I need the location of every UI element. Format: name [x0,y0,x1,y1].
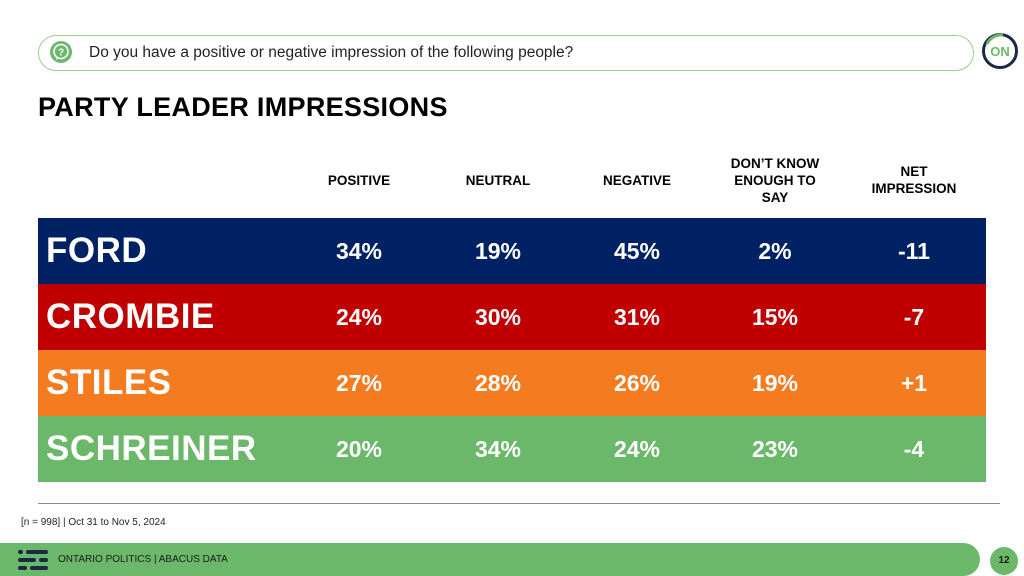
ontario-logo-icon: ON [982,33,1018,69]
table-cell: +1 [900,370,928,396]
row-leader-name: FORD [46,231,148,270]
footer-bar [0,543,980,576]
table-cell: 45% [613,238,661,264]
table-cell: 24% [335,304,383,330]
table-cell: 31% [613,304,661,330]
table-cell: 34% [335,238,383,264]
column-header: NEGATIVE [567,172,707,189]
table-row: SCHREINER 20% 34% 24% 23% -4 [38,416,986,482]
column-header-line: POSITIVE [327,173,391,188]
table-cell: 20% [335,436,383,462]
column-header-line: NET [900,164,928,179]
page-number: 12 [990,547,1018,575]
row-leader-name: CROMBIE [46,297,215,336]
table-cell: 19% [751,370,799,396]
abacus-logo-icon [18,550,48,570]
table-cell: 24% [613,436,661,462]
column-header-line: NEUTRAL [465,173,531,188]
column-header-line: IMPRESSION [871,181,957,196]
column-header: NET IMPRESSION [844,163,984,197]
table-cell: 34% [474,436,522,462]
row-leader-name: SCHREINER [46,429,257,468]
table-row: STILES 27% 28% 26% 19% +1 [38,350,986,416]
table-cell: 23% [751,436,799,462]
table-cell: -7 [903,304,925,330]
table-cell: 30% [474,304,522,330]
column-header: NEUTRAL [428,172,568,189]
divider [38,503,1000,504]
svg-text:?: ? [58,48,64,59]
table-cell: -11 [898,238,930,264]
table-cell: 15% [751,304,799,330]
table-cell: 26% [613,370,661,396]
sample-note: [n = 998] | Oct 31 to Nov 5, 2024 [21,517,166,528]
table-cell: 19% [474,238,522,264]
footer-text: ONTARIO POLITICS | ABACUS DATA [58,554,228,565]
column-header-line: SAY [761,190,789,205]
table-cell: 27% [335,370,383,396]
question-bar: ? Do you have a positive or negative imp… [38,35,974,71]
table-row: CROMBIE 24% 30% 31% 15% -7 [38,284,986,350]
column-header: POSITIVE [289,172,429,189]
page-title: PARTY LEADER IMPRESSIONS [38,92,448,122]
table-row: FORD 34% 19% 45% 2% -11 [38,218,986,284]
column-header: DON’T KNOW ENOUGH TO SAY [705,155,845,206]
question-text: Do you have a positive or negative impre… [89,44,574,61]
row-leader-name: STILES [46,363,172,402]
column-header-line: DON’T KNOW [730,156,820,171]
column-header-line: NEGATIVE [602,173,671,188]
column-header-line: ENOUGH TO [734,173,816,188]
question-bubble-icon: ? [50,41,72,63]
table-cell: 28% [474,370,522,396]
table-cell: 2% [758,238,792,264]
table-cell: -4 [903,436,925,462]
svg-text:ON: ON [990,44,1010,59]
